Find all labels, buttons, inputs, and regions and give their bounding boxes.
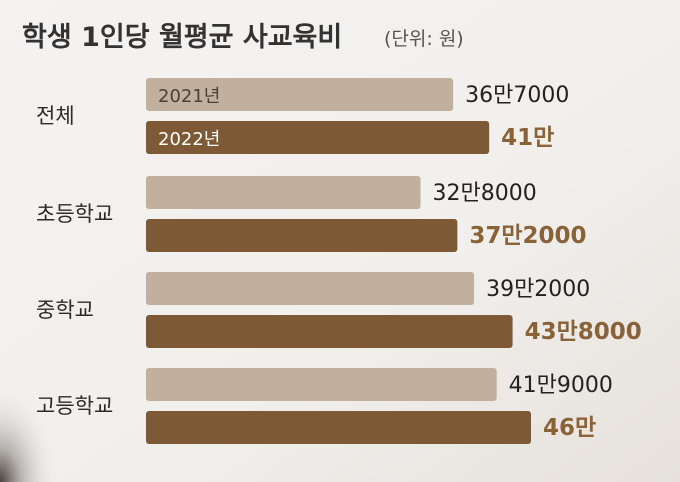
data-label-middle-2021: 39만2000 — [486, 277, 590, 302]
bar-high-2021 — [146, 368, 497, 401]
bar-elementary-2021 — [146, 176, 421, 209]
bar-elementary-2022 — [146, 219, 458, 252]
category-label-total: 전체 — [36, 104, 75, 128]
chart-unit: (단위: 원) — [384, 28, 464, 50]
data-label-high-2022: 46만 — [543, 415, 596, 441]
legend-label-2022: 2022년 — [158, 129, 220, 150]
bar-total-2021 — [146, 78, 454, 111]
background-photo-shadow — [0, 280, 120, 482]
category-label-high: 고등학교 — [36, 394, 113, 418]
data-label-total-2021: 36만7000 — [465, 83, 569, 108]
bar-middle-2022 — [146, 315, 513, 348]
data-label-middle-2022: 43만8000 — [525, 319, 642, 345]
category-label-elementary: 초등학교 — [36, 202, 113, 226]
data-label-high-2021: 41만9000 — [509, 373, 613, 398]
data-label-total-2022: 41만 — [501, 125, 554, 151]
data-label-elementary-2022: 37만2000 — [469, 223, 586, 249]
category-label-middle: 중학교 — [36, 298, 94, 322]
chart-title: 학생 1인당 월평균 사교육비 — [22, 22, 342, 53]
legend-label-2021: 2021년 — [158, 86, 220, 107]
bar-total-2022 — [146, 121, 490, 154]
data-label-elementary-2021: 32만8000 — [433, 181, 537, 206]
bar-high-2022 — [146, 411, 531, 444]
bar-middle-2021 — [146, 272, 475, 305]
